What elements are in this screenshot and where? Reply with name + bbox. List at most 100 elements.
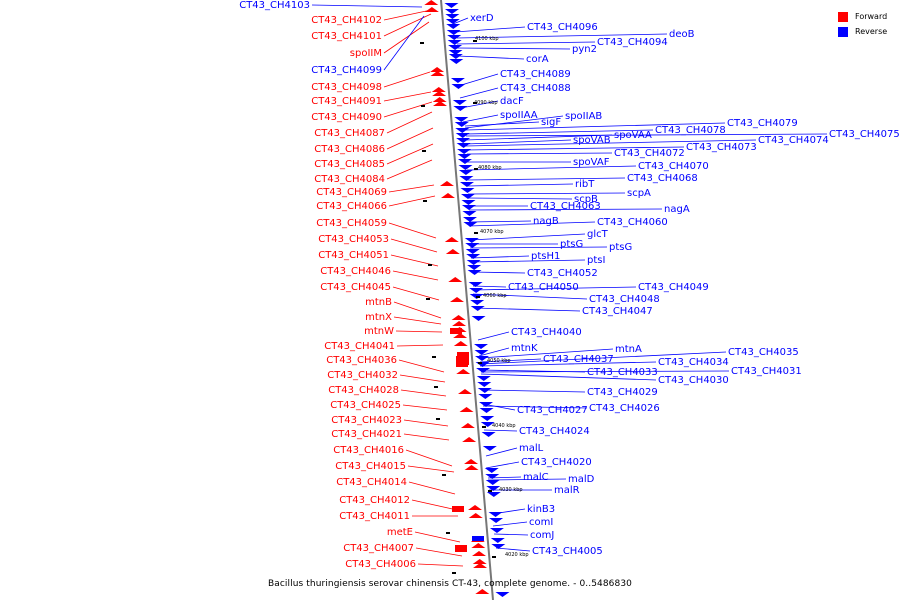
forward-leader-line — [388, 184, 435, 193]
gene-label-ct43-ch4036-21: CT43_CH4036 — [326, 355, 397, 366]
reverse-gene-mark — [452, 100, 467, 105]
reverse-gene-mark — [461, 205, 476, 210]
reverse-leader-line — [468, 220, 532, 223]
forward-gene-mark — [468, 513, 483, 518]
forward-leader-line — [390, 238, 438, 253]
reverse-gene-mark — [462, 217, 477, 222]
reverse-gene-mark — [474, 350, 489, 355]
gene-label-spoiiaa-11: spoIIAA — [500, 110, 538, 121]
reverse-gene-mark — [464, 238, 479, 243]
forward-gene-mark — [457, 389, 472, 394]
gene-label-xerd-2: xerD — [470, 13, 494, 24]
feature-dash — [488, 490, 492, 492]
feature-dash — [492, 556, 496, 558]
reverse-leader-line — [472, 285, 507, 288]
forward-gene-mark — [475, 589, 490, 594]
gene-label-ct43-ch4014-29: CT43_CH4014 — [336, 477, 407, 488]
reverse-leader-line — [483, 429, 518, 432]
forward-gene-mark — [448, 277, 463, 282]
forward-leader-line — [411, 499, 458, 511]
reverse-gene-mark — [476, 376, 491, 381]
ruler-tick-label: 4070 kbp — [480, 229, 504, 235]
reverse-gene-mark — [459, 176, 474, 181]
reverse-leader-line — [472, 286, 637, 291]
reverse-gene-mark — [467, 270, 482, 275]
forward-leader-line — [383, 91, 432, 102]
reverse-gene-mark — [451, 84, 466, 89]
gene-label-ct43-ch4053-13: CT43_CH4053 — [318, 234, 389, 245]
gene-label-mall-55: malL — [519, 443, 544, 454]
gene-label-ct43-ch4027-52: CT43_CH4027 — [517, 405, 588, 416]
reverse-leader-line — [493, 533, 529, 536]
forward-gene-mark — [430, 67, 445, 72]
forward-gene-mark — [424, 7, 439, 12]
genome-caption: Bacillus thuringiensis serovar chinensis… — [267, 579, 632, 589]
reverse-leader-line — [466, 183, 574, 187]
legend-item-reverse: Reverse — [838, 24, 887, 39]
reverse-gene-mark — [448, 50, 463, 55]
reverse-leader-line — [466, 152, 613, 155]
reverse-gene-mark — [457, 159, 472, 164]
reverse-gene-mark — [458, 170, 473, 175]
reverse-gene-mark — [479, 402, 494, 407]
forward-gene-mark — [445, 249, 460, 254]
gene-block-mark — [452, 506, 464, 512]
forward-leader-line — [393, 316, 442, 325]
reverse-gene-mark — [463, 222, 478, 227]
reverse-gene-mark — [447, 40, 462, 45]
gene-label-scpb-27: scpB — [574, 194, 598, 205]
reverse-leader-line — [456, 41, 596, 45]
gene-label-mald-58: malD — [568, 474, 595, 485]
reverse-gene-mark — [456, 143, 471, 148]
reverse-gene-mark — [447, 35, 462, 40]
gene-label-mtnx-18: mtnX — [365, 312, 392, 323]
forward-leader-line — [392, 270, 439, 281]
legend: Forward Reverse — [838, 9, 887, 39]
gene-label-ptsh1-35: ptsH1 — [531, 251, 560, 262]
gene-label-ct43-ch4011-31: CT43_CH4011 — [339, 511, 410, 522]
reverse-leader-line — [478, 347, 510, 357]
reverse-gene-mark — [456, 138, 471, 143]
gene-label-mtnk-43: mtnK — [511, 343, 538, 354]
forward-leader-line — [402, 404, 448, 411]
ruler-tick-label: 4080 kbp — [478, 165, 502, 171]
reverse-gene-mark — [466, 254, 481, 259]
reverse-gene-mark — [448, 54, 463, 59]
reverse-leader-line — [482, 405, 588, 409]
gene-label-ptsg-34: ptsG — [609, 242, 632, 253]
reverse-leader-line — [470, 259, 586, 263]
reverse-leader-line — [464, 115, 564, 129]
reverse-gene-mark — [491, 544, 506, 549]
forward-gene-mark — [472, 559, 487, 564]
gene-label-mtnw-19: mtnW — [364, 326, 394, 337]
forward-gene-mark — [460, 423, 475, 428]
forward-gene-mark — [453, 341, 468, 346]
gene-label-ct43-ch4033-48: CT43_CH4033 — [587, 367, 658, 378]
reverse-gene-mark — [482, 446, 497, 451]
gene-label-ptsg-33: ptsG — [560, 239, 583, 250]
reverse-leader-line — [471, 271, 526, 274]
gene-label-ct43-ch4037-45: CT43_CH4037 — [543, 354, 614, 365]
legend-label-forward: Forward — [855, 12, 888, 21]
genome-axis — [440, 0, 494, 600]
reverse-gene-mark — [467, 265, 482, 270]
forward-gene-mark — [452, 321, 467, 326]
reverse-leader-line — [468, 221, 596, 227]
leader-lines — [311, 4, 828, 567]
forward-leader-line — [414, 531, 461, 543]
gene-label-ct43-ch4059-12: CT43_CH4059 — [316, 218, 387, 229]
gene-label-ct43-ch4087-6: CT43_CH4087 — [314, 128, 385, 139]
feature-dash — [442, 474, 446, 476]
forward-gene-mark — [450, 297, 464, 302]
forward-gene-mark — [459, 407, 474, 412]
gene-label-ct43-ch4025-24: CT43_CH4025 — [330, 400, 401, 411]
gene-label-pyn2-6: pyn2 — [572, 44, 597, 55]
forward-leader-line — [388, 222, 437, 239]
feature-dash — [420, 42, 424, 44]
feature-dash — [452, 572, 456, 574]
reverse-gene-mark — [495, 592, 510, 597]
forward-leader-line — [417, 563, 464, 567]
reverse-gene-mark — [457, 154, 472, 159]
gene-label-ct43-ch4012-30: CT43_CH4012 — [339, 495, 410, 506]
forward-gene-mark — [464, 465, 479, 470]
